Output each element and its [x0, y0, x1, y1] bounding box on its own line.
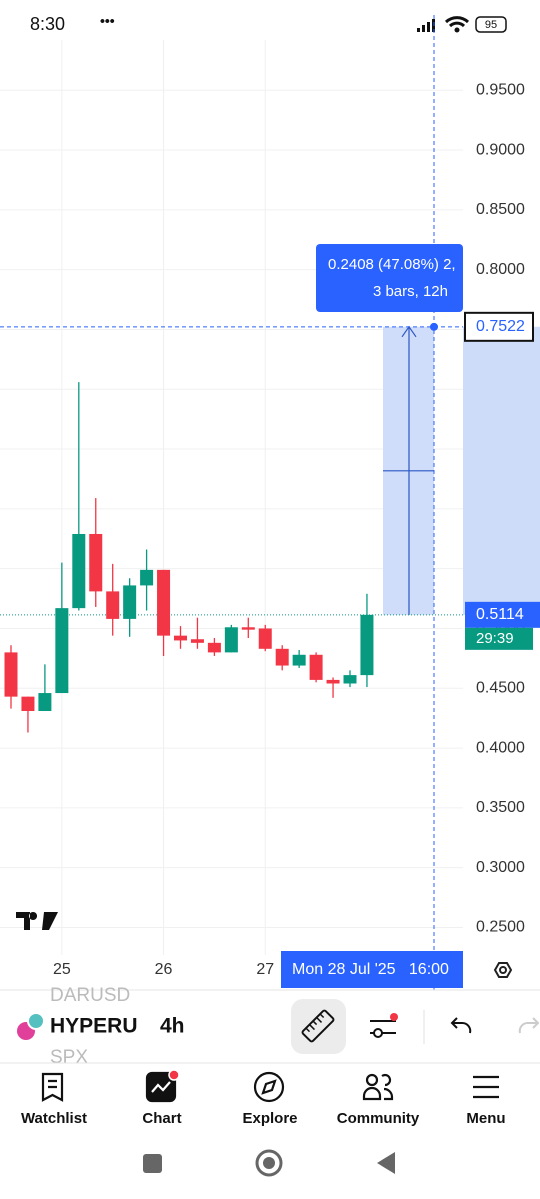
candle-body	[157, 569, 171, 636]
candle-body	[292, 654, 306, 666]
y-tick-label: 0.9500	[476, 81, 525, 98]
nav: Watchlist Chart Explore Community Menu	[21, 1110, 506, 1127]
candle-body	[174, 635, 187, 641]
wifi-dot	[454, 27, 460, 33]
signal-icon	[417, 19, 435, 32]
x-tick-label: 26	[155, 961, 173, 978]
chart-icon-line	[151, 1081, 171, 1093]
candle-body	[326, 679, 340, 684]
watchlist-icon[interactable]	[41, 1072, 64, 1102]
wifi-icon	[444, 16, 470, 28]
candle-body	[241, 627, 255, 630]
symbol-below: SPX	[50, 1047, 88, 1068]
home-button[interactable]	[255, 1149, 283, 1177]
candle-body	[21, 696, 35, 711]
measure-label: 0.2408 (47.08%) 2,	[328, 256, 456, 273]
candle-body	[106, 591, 120, 619]
nav-label[interactable]: Menu	[466, 1110, 505, 1127]
y-tick-label: 0.2500	[476, 919, 525, 936]
last-price-box	[465, 601, 540, 628]
crosshair-price-box	[464, 311, 534, 342]
candle-body	[89, 533, 103, 592]
y-tick-label: 0.8500	[476, 201, 525, 218]
interval[interactable]: 4h	[160, 1015, 185, 1038]
candle-body	[72, 533, 86, 609]
candle-body	[4, 652, 18, 697]
nav-label[interactable]: Community	[337, 1110, 420, 1127]
candle-body	[140, 569, 154, 586]
status-time: 8:30	[30, 14, 65, 34]
y-tick-label: 0.8000	[476, 261, 525, 278]
community-icon[interactable]	[362, 1073, 394, 1101]
candle-body	[309, 654, 323, 680]
crosshair-time-box	[281, 951, 463, 988]
symbol-above: DARUSD	[50, 985, 130, 1006]
menu-icon[interactable]	[473, 1075, 499, 1099]
ruler-icon	[301, 1009, 335, 1043]
candle-body	[360, 614, 374, 676]
recents-button[interactable]	[143, 1154, 162, 1173]
nav-label[interactable]: Chart	[142, 1110, 181, 1127]
candle-body	[190, 639, 204, 643]
redo-icon[interactable]	[518, 1017, 540, 1034]
crosshair-price: 0.7522	[476, 318, 525, 335]
candle-body	[123, 585, 137, 619]
measure-axis-range	[463, 326, 540, 615]
candle-body	[207, 642, 221, 653]
home-dot	[263, 1157, 275, 1169]
crosshair-time: Mon 28 Jul '25 16:00	[292, 961, 449, 978]
candle-body	[258, 628, 272, 649]
undo-icon[interactable]	[450, 1017, 472, 1034]
x-tick-label: 27	[256, 961, 274, 978]
measure-bars: 3 bars, 12h	[373, 283, 448, 300]
chart: 0.95000.90000.85000.80000.75000.70000.65…	[0, 15, 540, 990]
y-tick-label: 0.3000	[476, 859, 525, 876]
status-dots: •••	[100, 13, 115, 29]
indicators-icon[interactable]	[370, 1020, 396, 1038]
back-button[interactable]	[377, 1152, 395, 1174]
countdown: 29:39	[476, 630, 514, 647]
last-price: 0.5114	[476, 606, 524, 623]
nav-label[interactable]: Explore	[242, 1110, 297, 1127]
y-tick-label: 0.4000	[476, 739, 525, 756]
candle-body	[343, 675, 357, 684]
candle-body	[224, 627, 238, 653]
crosshair-dot	[430, 322, 438, 331]
settings-icon[interactable]	[493, 962, 513, 978]
x-tick-label: 25	[53, 961, 71, 978]
explore-icon[interactable]	[253, 1071, 285, 1103]
y-tick-label: 0.4500	[476, 679, 525, 696]
candle-body	[275, 648, 289, 666]
countdown-box	[465, 627, 533, 650]
measure-label-box	[316, 244, 463, 312]
symbol-icon-2	[27, 1012, 45, 1030]
y-tick-label: 0.3500	[476, 799, 525, 816]
battery-icon	[475, 16, 507, 33]
candle-body	[38, 693, 52, 711]
tv-logo	[16, 912, 58, 930]
y-tick-label: 0.9000	[476, 141, 525, 158]
ruler-button[interactable]	[291, 999, 346, 1054]
chart-badge	[168, 1069, 180, 1081]
symbol[interactable]: HYPERU	[50, 1015, 138, 1038]
indicators-badge	[390, 1013, 398, 1021]
candle-body	[55, 608, 69, 694]
nav-label[interactable]: Watchlist	[21, 1110, 87, 1127]
battery-level: 95	[485, 19, 497, 31]
explore-needle	[261, 1079, 277, 1095]
